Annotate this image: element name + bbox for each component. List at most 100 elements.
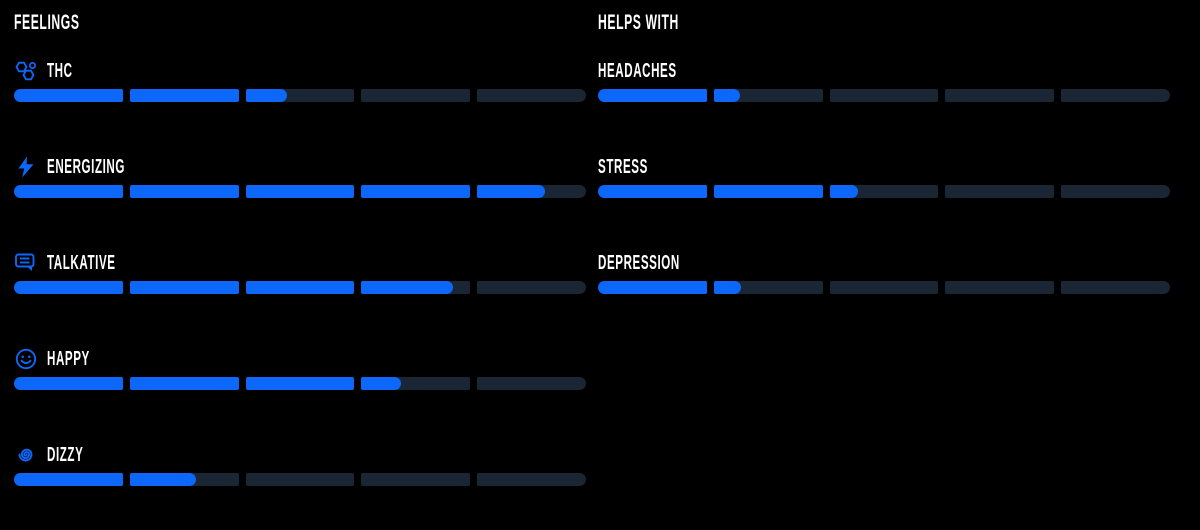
bar-segment-fill bbox=[14, 473, 123, 486]
bar-segment bbox=[129, 473, 239, 486]
bar-segment-fill bbox=[14, 281, 123, 294]
bar-segment bbox=[713, 89, 823, 102]
bar-segment-fill bbox=[829, 185, 858, 198]
bar-segment bbox=[477, 281, 586, 294]
condition-label: DEPRESSION bbox=[598, 251, 680, 274]
bar-segment bbox=[129, 89, 239, 102]
rating-bar bbox=[14, 377, 586, 390]
effect-row-thc: THC bbox=[14, 59, 586, 102]
bar-segment-fill bbox=[129, 473, 197, 486]
bar-segment bbox=[14, 473, 123, 486]
bar-segment bbox=[14, 185, 123, 198]
bar-segment bbox=[14, 89, 123, 102]
bar-segment bbox=[1061, 89, 1170, 102]
bar-segment bbox=[361, 89, 471, 102]
rating-bar bbox=[598, 281, 1170, 294]
bar-segment bbox=[477, 377, 586, 390]
bar-segment-fill bbox=[361, 185, 471, 198]
bar-segment-fill bbox=[14, 89, 123, 102]
bar-segment-fill bbox=[129, 89, 239, 102]
bar-segment bbox=[829, 185, 939, 198]
bar-segment bbox=[129, 281, 239, 294]
bar-segment-fill bbox=[14, 185, 123, 198]
spiral-icon bbox=[14, 443, 38, 467]
condition-label-row: HEADACHES bbox=[598, 59, 1170, 83]
bar-segment-fill bbox=[598, 89, 707, 102]
bar-segment bbox=[129, 377, 239, 390]
effect-row-energizing: ENERGIZING bbox=[14, 155, 586, 198]
bar-segment bbox=[598, 185, 707, 198]
bar-segment-fill bbox=[129, 281, 239, 294]
effect-label: ENERGIZING bbox=[47, 155, 125, 178]
bar-segment bbox=[361, 377, 471, 390]
effect-label-row: DIZZY bbox=[14, 443, 586, 467]
condition-label: HEADACHES bbox=[598, 59, 677, 82]
molecule-icon bbox=[14, 59, 38, 83]
bar-segment bbox=[361, 281, 471, 294]
bar-segment bbox=[598, 89, 707, 102]
bar-segment bbox=[477, 473, 586, 486]
bar-segment bbox=[245, 473, 355, 486]
bar-segment bbox=[14, 377, 123, 390]
bar-segment bbox=[477, 185, 586, 198]
rating-bar bbox=[598, 89, 1170, 102]
bar-segment-fill bbox=[361, 281, 453, 294]
bar-segment bbox=[829, 89, 939, 102]
bar-segment-fill bbox=[477, 185, 545, 198]
bar-segment-fill bbox=[245, 185, 355, 198]
bar-segment bbox=[361, 185, 471, 198]
effect-row-talkative: TALKATIVE bbox=[14, 251, 586, 294]
bar-segment bbox=[477, 89, 586, 102]
bar-segment-fill bbox=[245, 281, 355, 294]
rating-bar bbox=[14, 473, 586, 486]
bar-segment bbox=[713, 185, 823, 198]
section-title-helps-with: HELPS WITH bbox=[598, 11, 679, 34]
helps-with-section: HELPS WITH HEADACHES STRESS DEPRESSION bbox=[598, 11, 1170, 294]
lightning-icon bbox=[14, 155, 38, 179]
bar-segment bbox=[829, 281, 939, 294]
effect-label: DIZZY bbox=[47, 443, 84, 466]
rating-bar bbox=[14, 89, 586, 102]
bar-segment-fill bbox=[598, 281, 707, 294]
condition-row-headaches: HEADACHES bbox=[598, 59, 1170, 102]
bar-segment-fill bbox=[245, 89, 287, 102]
effect-row-dizzy: DIZZY bbox=[14, 443, 586, 486]
effect-label-row: TALKATIVE bbox=[14, 251, 586, 275]
bar-segment-fill bbox=[713, 281, 741, 294]
bar-segment bbox=[598, 281, 707, 294]
bar-segment-fill bbox=[598, 185, 707, 198]
effect-label: HAPPY bbox=[47, 347, 90, 370]
bar-segment-fill bbox=[713, 185, 823, 198]
condition-label: STRESS bbox=[598, 155, 648, 178]
bar-segment bbox=[245, 281, 355, 294]
bar-segment-fill bbox=[245, 377, 355, 390]
bar-segment-fill bbox=[361, 377, 401, 390]
bar-segment bbox=[1061, 185, 1170, 198]
speech-bubble-icon bbox=[14, 251, 38, 275]
rating-bar bbox=[14, 281, 586, 294]
effect-label-row: HAPPY bbox=[14, 347, 586, 371]
rating-bar bbox=[598, 185, 1170, 198]
rating-bar bbox=[14, 185, 586, 198]
bar-segment bbox=[245, 185, 355, 198]
condition-label-row: DEPRESSION bbox=[598, 251, 1170, 275]
effect-label-row: THC bbox=[14, 59, 586, 83]
smiley-icon bbox=[14, 347, 38, 371]
bar-segment bbox=[129, 185, 239, 198]
bar-segment bbox=[245, 377, 355, 390]
effect-label: TALKATIVE bbox=[47, 251, 116, 274]
bar-segment bbox=[14, 281, 123, 294]
condition-row-stress: STRESS bbox=[598, 155, 1170, 198]
condition-row-depression: DEPRESSION bbox=[598, 251, 1170, 294]
effect-row-happy: HAPPY bbox=[14, 347, 586, 390]
bar-segment-fill bbox=[129, 185, 239, 198]
bar-segment bbox=[713, 281, 823, 294]
effect-label: THC bbox=[47, 59, 73, 82]
condition-label-row: STRESS bbox=[598, 155, 1170, 179]
bar-segment-fill bbox=[129, 377, 239, 390]
bar-segment-fill bbox=[14, 377, 123, 390]
bar-segment bbox=[1061, 281, 1170, 294]
feelings-section: FEELINGS THC ENERGIZING bbox=[14, 12, 586, 486]
bar-segment bbox=[945, 89, 1055, 102]
